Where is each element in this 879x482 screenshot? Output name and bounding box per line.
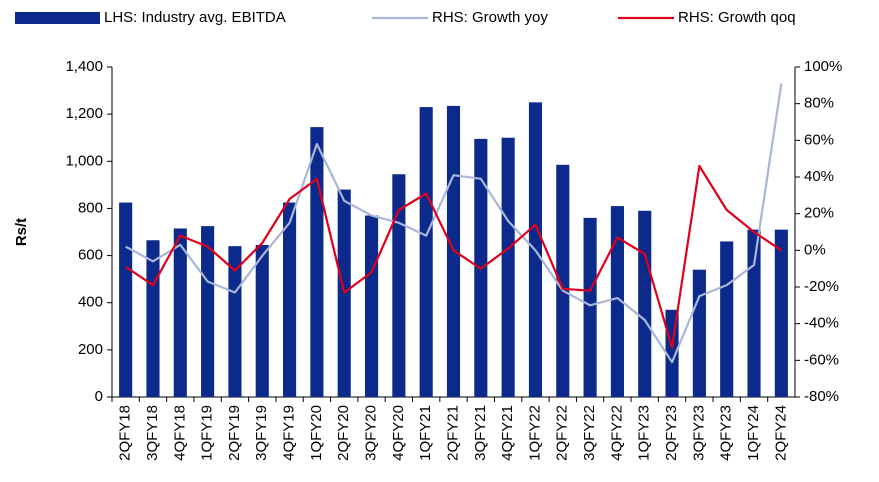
bar [364, 215, 379, 397]
x-tick-label: 4QFY22 [608, 405, 625, 461]
x-tick-label: 2QFY18 [117, 405, 134, 461]
bar [419, 107, 433, 398]
x-tick-label: 3QFY23 [690, 405, 707, 461]
x-tick-label: 2QFY20 [335, 405, 352, 461]
bar [610, 206, 624, 397]
legend-label: LHS: Industry avg. EBITDA [104, 9, 286, 26]
x-tick-label: 1QFY23 [636, 405, 653, 461]
y-axis-title: Rs/t [13, 218, 30, 246]
legend-swatch [15, 12, 100, 24]
y-tick-label: 0 [95, 388, 103, 405]
bar [720, 241, 734, 397]
legend-label: RHS: Growth yoy [432, 9, 548, 26]
y-tick-label: 800 [78, 199, 103, 216]
x-tick-label: 3QFY22 [581, 405, 598, 461]
x-tick-label: 3QFY18 [144, 405, 161, 461]
bar [692, 269, 706, 397]
line-series [125, 164, 782, 349]
y-tick-label: 1,400 [65, 58, 103, 75]
y2-tick-label: 100% [804, 58, 842, 75]
y2-tick-label: 0% [804, 241, 826, 258]
x-tick-label: 1QFY19 [199, 405, 216, 461]
x-tick-label: 4QFY23 [718, 405, 735, 461]
y-tick-label: 200 [78, 341, 103, 358]
y2-tick-label: -60% [804, 351, 839, 368]
bar [747, 229, 761, 397]
bar [583, 217, 597, 397]
y2-tick-label: 60% [804, 131, 834, 148]
y2-tick-label: 80% [804, 95, 834, 112]
bar [310, 127, 324, 397]
x-tick-label: 3QFY19 [253, 405, 270, 461]
x-tick-label: 2QFY21 [444, 405, 461, 461]
bar [501, 137, 515, 397]
bar [392, 174, 406, 397]
y-tick-label: 1,200 [65, 105, 103, 122]
y-tick-label: 400 [78, 294, 103, 311]
y2-tick-label: 40% [804, 168, 834, 185]
bar [201, 226, 215, 397]
x-tick-label: 2QFY22 [554, 405, 571, 461]
y-tick-label: 600 [78, 247, 103, 264]
x-tick-label: 1QFY22 [526, 405, 543, 461]
y-tick-label: 1,000 [65, 152, 103, 169]
bar [173, 228, 187, 397]
x-tick-label: 2QFY19 [226, 405, 243, 461]
bar [119, 202, 133, 397]
bar [255, 244, 269, 397]
x-tick-label: 4QFY21 [499, 405, 516, 461]
y2-tick-label: -20% [804, 278, 839, 295]
x-tick-label: 3QFY21 [472, 405, 489, 461]
x-tick-label: 4QFY18 [171, 405, 188, 461]
x-tick-label: 4QFY19 [281, 405, 298, 461]
x-tick-label: 1QFY21 [417, 405, 434, 461]
bar [146, 240, 160, 397]
bar [774, 229, 788, 397]
line-series [125, 83, 783, 364]
bar [638, 210, 652, 397]
x-tick-label: 1QFY20 [308, 405, 325, 461]
y2-tick-label: 20% [804, 205, 834, 222]
x-tick-label: 3QFY20 [363, 405, 380, 461]
bar [228, 246, 242, 397]
bar [283, 202, 297, 397]
x-tick-label: 4QFY20 [390, 405, 407, 461]
x-tick-label: 2QFY24 [772, 405, 789, 461]
x-tick-label: 1QFY24 [745, 405, 762, 461]
x-tick-label: 2QFY23 [663, 405, 680, 461]
y2-tick-label: -40% [804, 315, 839, 332]
y2-tick-label: -80% [804, 388, 839, 405]
bar [556, 164, 570, 397]
legend-label: RHS: Growth qoq [678, 9, 796, 26]
